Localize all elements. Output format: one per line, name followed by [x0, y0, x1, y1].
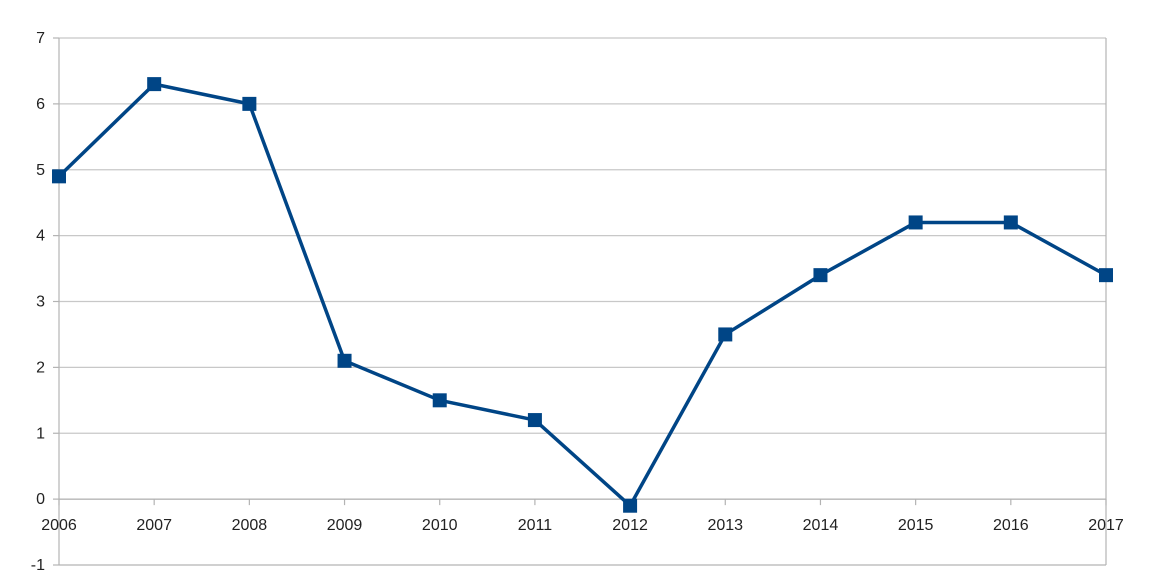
y-tick-label: 1 [36, 425, 45, 442]
y-tick-labels: -1 0 1 2 3 4 5 6 7 [31, 30, 45, 574]
x-tick-label: 2009 [327, 517, 363, 534]
data-point-2012 [623, 498, 638, 513]
y-tick-label: 7 [36, 30, 45, 47]
x-tick-label: 2016 [993, 517, 1029, 534]
data-point-2015 [908, 215, 923, 230]
x-tick-label: 2017 [1088, 517, 1124, 534]
x-tick-label: 2013 [707, 517, 743, 534]
x-tick-label: 2007 [136, 517, 172, 534]
axes [53, 37, 1107, 566]
x-tick-label: 2011 [518, 517, 553, 534]
data-point-2016 [1003, 215, 1018, 230]
data-point-2011 [527, 413, 542, 428]
data-series [52, 77, 1113, 513]
y-tick-label: 6 [36, 96, 45, 113]
x-tick-labels: 2006 2007 2008 2009 2010 2011 2012 2013 2014 2015… [41, 517, 1124, 534]
x-tick-label: 2012 [612, 517, 648, 534]
data-point-2007 [147, 77, 162, 92]
data-point-2013 [718, 327, 733, 342]
x-tick-label: 2010 [422, 517, 458, 534]
y-tick-label: 2 [36, 359, 45, 376]
data-point-2008 [242, 96, 257, 111]
y-tick-label: 5 [36, 162, 45, 179]
x-tick-label: 2015 [898, 517, 934, 534]
y-tick-label: 0 [36, 491, 45, 508]
series-line [57, 82, 1108, 508]
data-point-2009 [337, 353, 352, 368]
data-point-2017 [1099, 268, 1113, 283]
x-tick-label: 2008 [232, 517, 268, 534]
y-tick-label: 4 [36, 228, 45, 245]
y-tick-label: -1 [31, 557, 45, 574]
grid-lines [59, 37, 1106, 500]
data-point-2014 [813, 268, 828, 283]
x-tick-label: 2014 [803, 517, 839, 534]
data-point-2010 [432, 393, 447, 408]
data-point-2006 [52, 169, 66, 184]
x-tick-label: 2006 [41, 517, 77, 534]
y-tick-label: 3 [36, 294, 45, 311]
